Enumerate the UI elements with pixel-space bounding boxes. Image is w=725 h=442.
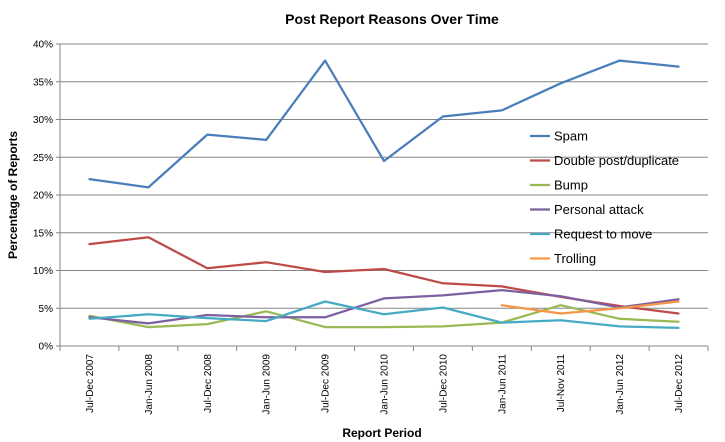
legend-label: Double post/duplicate <box>554 153 679 168</box>
x-tick-label: Jan-Jun 2012 <box>615 354 626 415</box>
chart-title: Post Report Reasons Over Time <box>285 11 499 27</box>
x-tick-label: Jul-Dec 2012 <box>674 354 685 413</box>
x-tick-label: Jul-Nov 2011 <box>556 354 567 413</box>
x-tick-label: Jul-Dec 2009 <box>321 354 332 413</box>
legend-label: Personal attack <box>554 202 644 217</box>
y-tick-label: 35% <box>33 77 53 88</box>
series-line-bump <box>88 304 680 329</box>
y-axis-title: Percentage of Reports <box>6 131 20 259</box>
y-tick-label: 25% <box>33 153 53 164</box>
series-line-trolling <box>500 300 680 315</box>
legend-label: Bump <box>554 178 588 193</box>
x-tick-label: Jan-Jun 2009 <box>262 354 273 415</box>
legend-label: Trolling <box>554 251 596 266</box>
x-tick-label: Jan-Jun 2010 <box>380 354 391 415</box>
y-tick-label: 40% <box>33 40 53 51</box>
x-tick-label: Jan-Jun 2011 <box>497 354 508 414</box>
legend: Spam Double post/duplicate Bump Personal at… <box>530 129 679 266</box>
y-tick-label: 5% <box>39 304 54 315</box>
y-tick-label: 30% <box>33 115 53 126</box>
series-line-personal-attack <box>88 288 680 325</box>
x-axis-ticks: Jul-Dec 2007 Jan-Jun 2008 Jul-Dec 2008 Jan-… <box>59 346 709 415</box>
x-tick-label: Jan-Jun 2008 <box>144 354 155 415</box>
x-tick-label: Jul-Dec 2010 <box>438 354 449 413</box>
y-axis-ticks: 0% 5% 10% 15% 20% 25% 30% 35% 40% <box>33 40 60 353</box>
y-tick-label: 0% <box>39 342 54 353</box>
legend-label: Spam <box>554 129 588 144</box>
x-tick-label: Jul-Dec 2008 <box>203 354 214 413</box>
series-lines <box>88 59 680 330</box>
y-tick-label: 15% <box>33 228 53 239</box>
x-axis-title: Report Period <box>342 426 421 440</box>
legend-label: Request to move <box>554 227 652 242</box>
x-tick-label: Jul-Dec 2007 <box>85 354 96 413</box>
y-tick-label: 10% <box>33 266 53 277</box>
y-tick-label: 20% <box>33 191 53 202</box>
gridlines <box>60 43 708 309</box>
series-line-spam <box>88 59 680 189</box>
series-line-request-to-move <box>88 300 680 330</box>
